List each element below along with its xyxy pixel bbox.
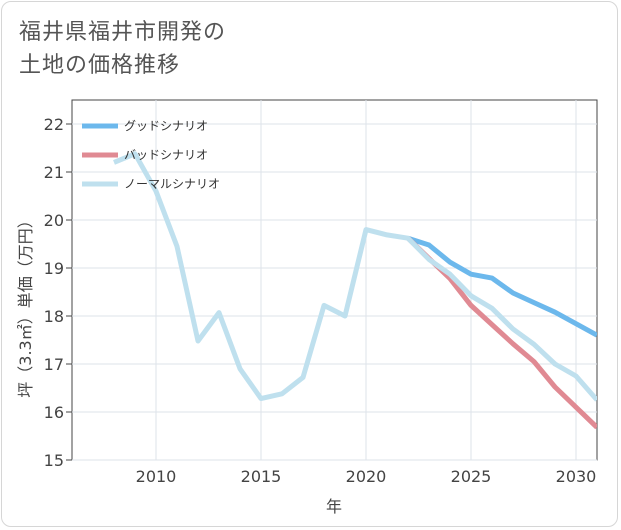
series-line-1 [407,235,597,338]
chart-title: 福井県福井市開発の 土地の価格推移 [19,20,227,78]
series-line-3 [113,151,597,402]
y-tick-label: 18 [44,307,64,326]
y-tick-label: 19 [44,259,64,278]
x-tick-label: 2030 [556,467,597,486]
tick-labels: 15 16 17 18 19 20 21 22 2010 2015 2020 2025 2030 [44,115,597,486]
y-axis-label: 坪（3.3㎡）単価（万円） [16,212,35,397]
plot-area [71,99,598,461]
y-tick-label: 16 [44,403,64,422]
x-tick-label: 2025 [451,467,492,486]
y-tick-label: 21 [44,163,64,182]
x-axis-label: 年 [326,497,342,516]
y-tick-label: 15 [44,451,64,470]
legend-label-1: グッドシナリオ [124,119,208,133]
series-layer [113,151,597,430]
legend-label-2: バッドシナリオ [124,148,208,162]
x-tick-label: 2015 [241,467,282,486]
y-tick-label: 22 [44,115,64,134]
y-tick-label: 17 [44,355,64,374]
grid-lines [66,100,597,461]
y-tick-label: 20 [44,211,64,230]
legend-label-3: ノーマルシナリオ [124,177,220,191]
x-tick-label: 2020 [346,467,387,486]
x-tick-label: 2010 [136,467,177,486]
